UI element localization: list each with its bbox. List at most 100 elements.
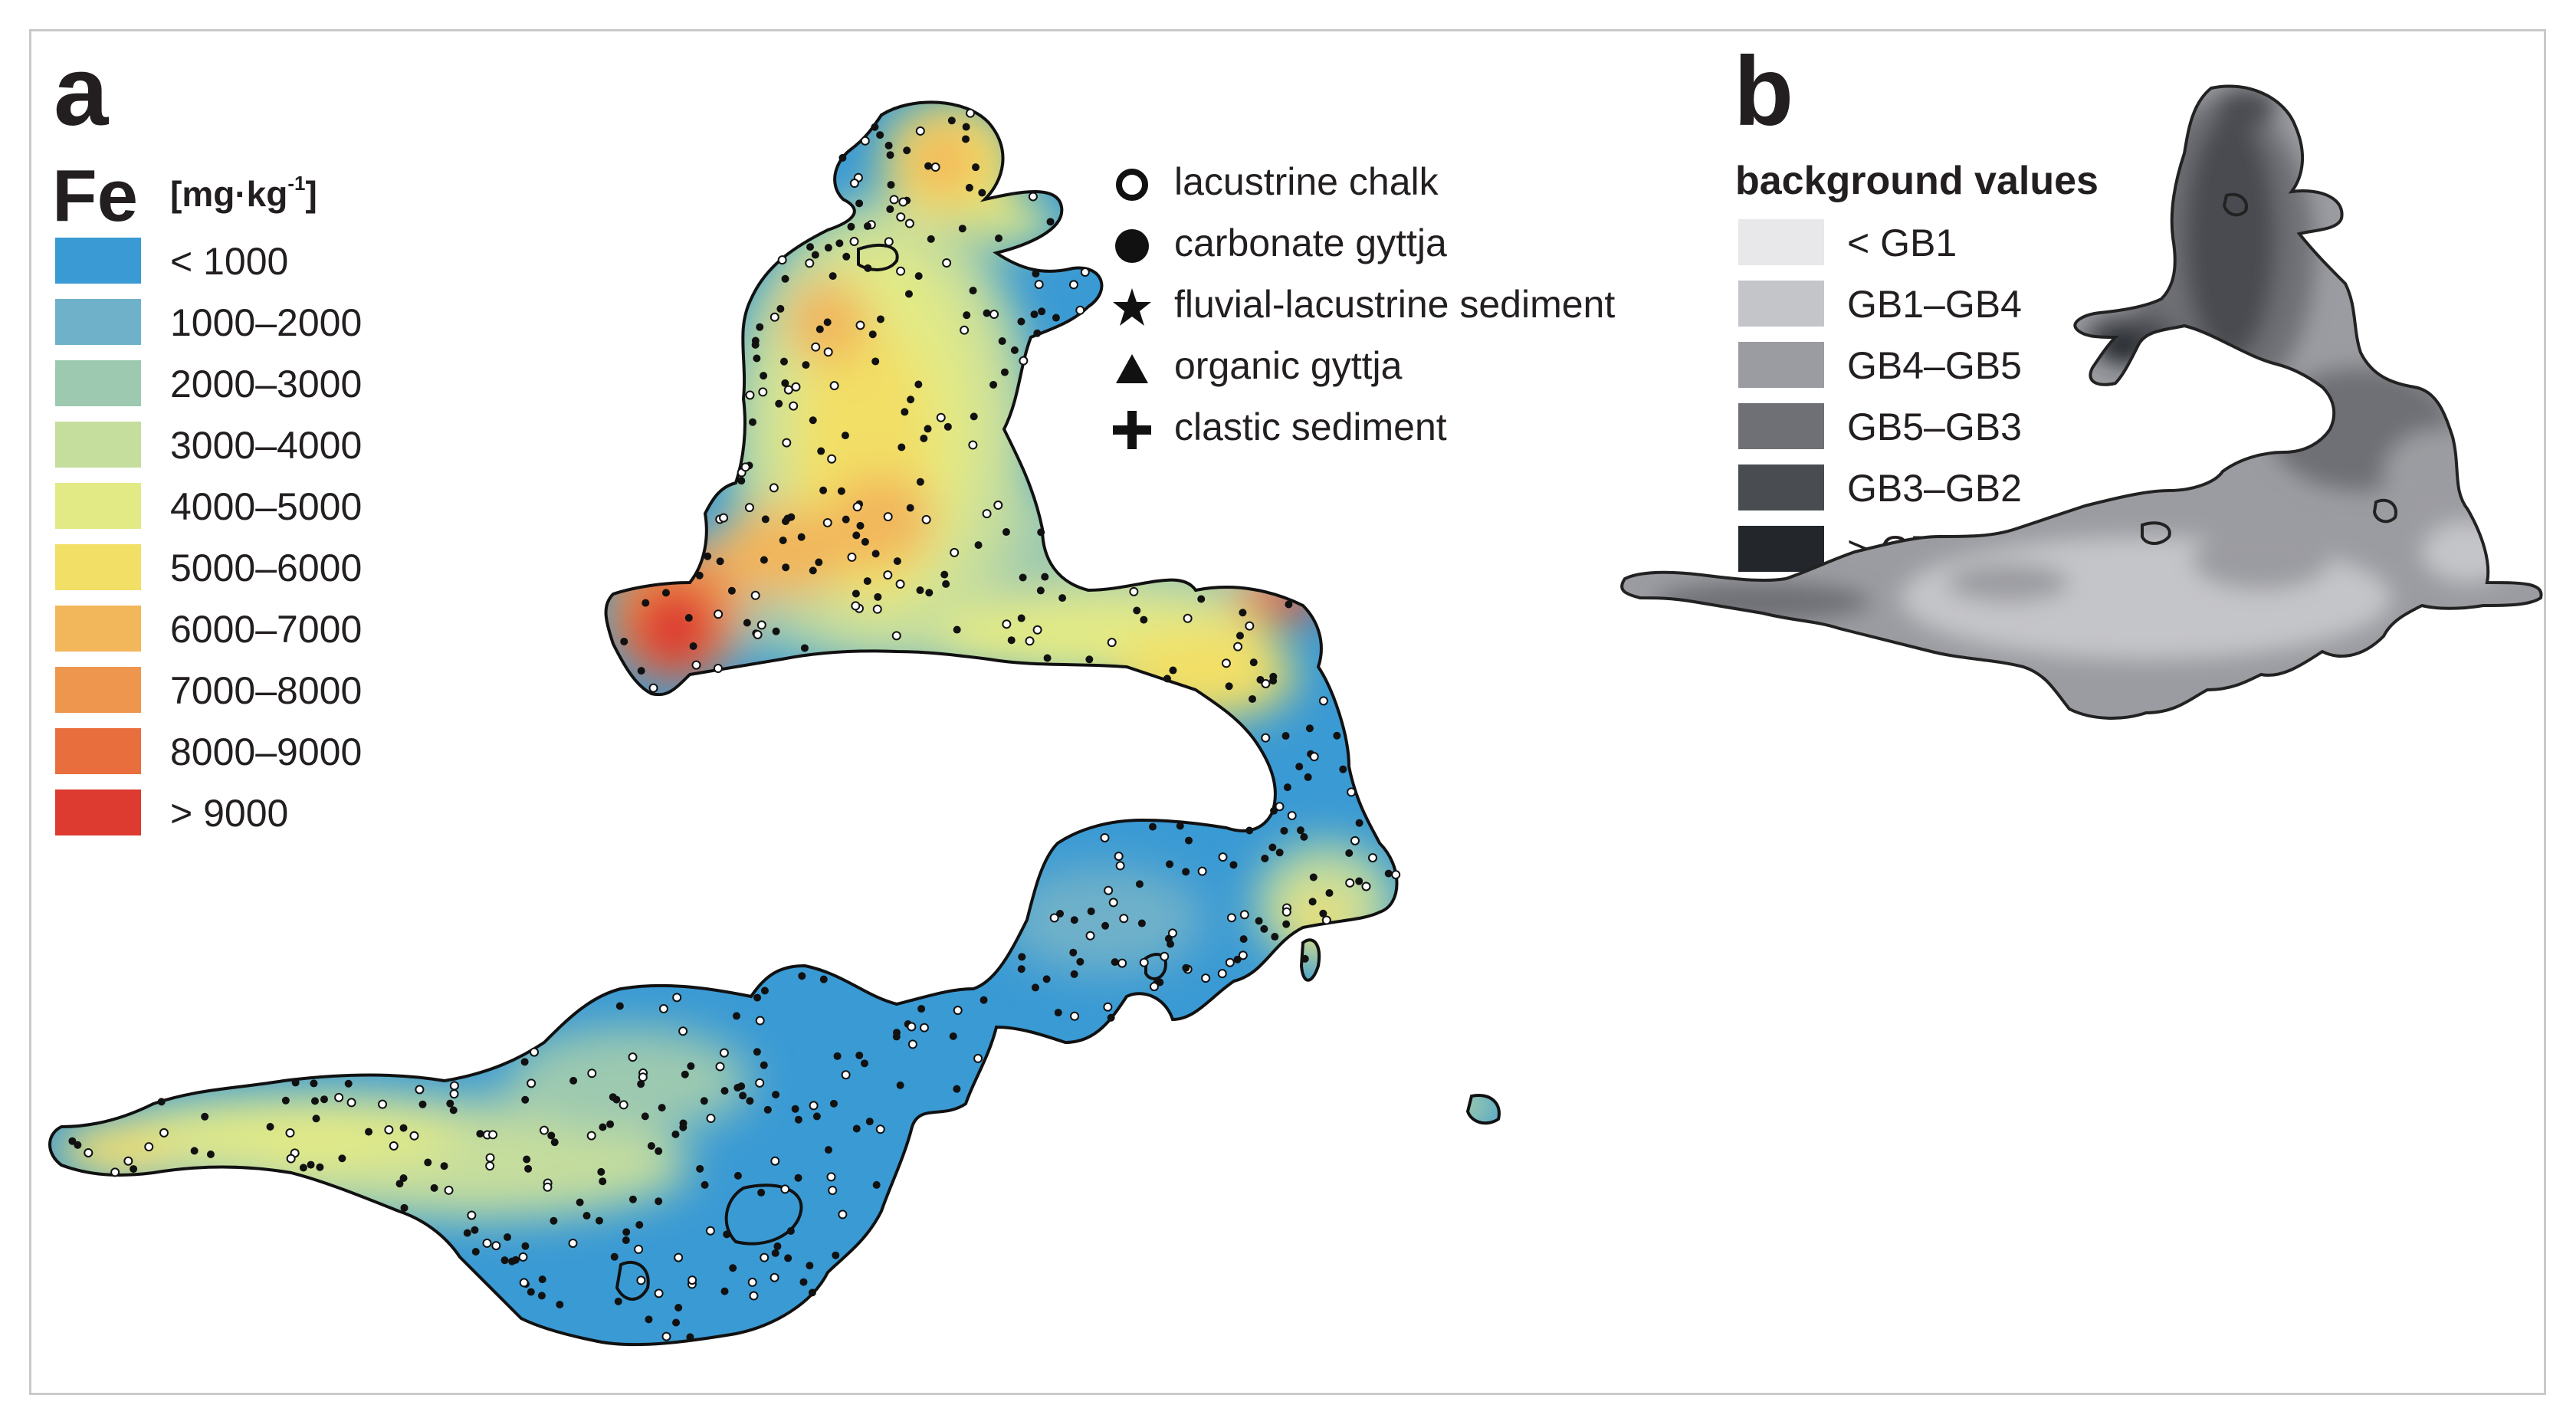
lacustrine-chalk-point — [1119, 914, 1129, 924]
lacustrine-chalk-point — [706, 1114, 716, 1124]
carbonate-gyttja-point — [779, 536, 787, 544]
carbonate-gyttja-point — [1305, 724, 1314, 733]
carbonate-gyttja-point — [1269, 677, 1278, 685]
carbonate-gyttja-point — [797, 533, 806, 541]
lacustrine-chalk-point — [389, 1141, 399, 1151]
lacustrine-chalk-point — [719, 1048, 729, 1058]
carbonate-gyttja-point — [1019, 573, 1027, 582]
carbonate-gyttja-point — [733, 1171, 742, 1180]
lacustrine-chalk-point — [780, 1184, 790, 1194]
fe-legend-row: 1000–2000 — [55, 299, 515, 345]
lacustrine-chalk-point — [811, 342, 821, 352]
lacustrine-chalk-point — [1321, 915, 1331, 925]
carbonate-gyttja-point — [1300, 832, 1308, 841]
sample-type-label: clastic sediment — [1174, 405, 1447, 448]
fe-class-label: 6000–7000 — [170, 608, 363, 651]
carbonate-gyttja-point — [892, 1032, 901, 1041]
lacustrine-chalk-point — [747, 1277, 757, 1287]
carbonate-gyttja-point — [1076, 957, 1085, 966]
fe-legend-row: 7000–8000 — [55, 667, 515, 713]
carbonate-gyttja-point — [316, 1163, 324, 1171]
carbonate-gyttja-point — [855, 199, 864, 208]
lacustrine-chalk-point — [159, 1128, 169, 1137]
carbonate-gyttja-point — [281, 1096, 290, 1105]
carbonate-gyttja-point — [773, 1242, 782, 1250]
carbonate-gyttja-point — [748, 418, 756, 426]
lacustrine-chalk-point — [826, 1172, 836, 1182]
lacustrine-chalk-point — [1068, 280, 1078, 290]
carbonate-gyttja-point — [1271, 933, 1279, 941]
carbonate-gyttja-point — [1275, 849, 1284, 857]
carbonate-gyttja-point — [1085, 655, 1094, 664]
carbonate-gyttja-point — [1260, 924, 1268, 933]
lacustrine-chalk-point — [84, 1147, 94, 1157]
lacustrine-chalk-point — [527, 1078, 537, 1088]
lacustrine-chalk-point — [449, 1089, 459, 1099]
lacustrine-chalk-point — [586, 1131, 596, 1141]
lacustrine-chalk-point — [829, 381, 839, 391]
sample-legend-row: fluvial-lacustrine sediment — [1111, 281, 1724, 334]
carbonate-gyttja-point — [1309, 873, 1318, 881]
carbonate-gyttja-point — [645, 1315, 653, 1324]
lacustrine-chalk-point — [973, 1053, 983, 1063]
carbonate-gyttja-point — [597, 1167, 605, 1176]
carbonate-gyttja-point — [716, 557, 724, 566]
sample-type-label: carbonate gyttja — [1174, 222, 1447, 264]
fe-swatch — [55, 606, 141, 652]
lacustrine-chalk-point — [378, 1099, 388, 1109]
lacustrine-chalk-point — [587, 1069, 597, 1078]
carbonate-gyttja-point — [751, 336, 760, 345]
fe-swatch — [55, 238, 141, 284]
carbonate-gyttja-point — [547, 1131, 556, 1140]
carbonate-gyttja-point — [953, 1085, 961, 1093]
carbonate-gyttja-point — [784, 1254, 792, 1262]
lacustrine-chalk-point — [753, 629, 763, 639]
carbonate-gyttja-point — [609, 1093, 617, 1101]
carbonate-gyttja-point — [569, 1076, 578, 1085]
bg-swatch — [1738, 465, 1824, 510]
carbonate-gyttja-point — [1283, 783, 1291, 792]
lacustrine-chalk-point — [852, 502, 862, 512]
lacustrine-chalk-point — [658, 1004, 668, 1014]
lacustrine-chalk-point — [966, 108, 976, 118]
lacustrine-chalk-point — [568, 1238, 578, 1248]
fe-class-label: 8000–9000 — [170, 730, 363, 773]
lacustrine-chalk-point — [950, 547, 960, 557]
carbonate-gyttja-point — [723, 1230, 731, 1239]
carbonate-gyttja-point — [970, 412, 978, 421]
carbonate-gyttja-point — [1107, 1013, 1115, 1022]
fe-legend-row: 5000–6000 — [55, 544, 515, 590]
carbonate-gyttja-point — [809, 566, 817, 575]
carbonate-gyttja-point — [637, 667, 645, 675]
carbonate-gyttja-point — [864, 264, 872, 272]
lacustrine-chalk-point — [1221, 658, 1231, 668]
sample-points — [68, 108, 1401, 1341]
carbonate-gyttja-point — [1166, 860, 1174, 868]
lacustrine-chalk-point — [921, 514, 931, 524]
lacustrine-chalk-point — [530, 1047, 540, 1057]
lacustrine-chalk-point — [1217, 969, 1227, 979]
carbonate-gyttja-point — [799, 1278, 808, 1286]
carbonate-gyttja-point — [756, 323, 764, 331]
carbonate-gyttja-point — [794, 1174, 802, 1182]
carbonate-gyttja-point — [622, 1236, 630, 1245]
lacustrine-chalk-point — [482, 1238, 492, 1248]
bg-swatch — [1738, 281, 1824, 327]
carbonate-gyttja-point — [1239, 935, 1248, 944]
lacustrine-chalk-point — [883, 570, 893, 580]
carbonate-gyttja-point — [720, 1087, 729, 1095]
carbonate-gyttja-point — [812, 1112, 821, 1121]
lacustrine-chalk-point — [144, 1142, 154, 1152]
carbonate-gyttja-point — [806, 1262, 814, 1270]
lacustrine-chalk-point — [1218, 852, 1228, 862]
fe-class-label: 1000–2000 — [170, 301, 363, 344]
carbonate-gyttja-point — [942, 579, 950, 588]
lacustrine-chalk-point — [1183, 613, 1193, 623]
lacustrine-chalk-point — [110, 1167, 120, 1177]
lacustrine-chalk-point — [1350, 835, 1360, 845]
carbonate-gyttja-point — [1070, 970, 1078, 978]
carbonate-gyttja-point — [1282, 920, 1291, 928]
carbonate-gyttja-point — [832, 1251, 840, 1259]
carbonate-gyttja-point — [74, 1141, 82, 1149]
